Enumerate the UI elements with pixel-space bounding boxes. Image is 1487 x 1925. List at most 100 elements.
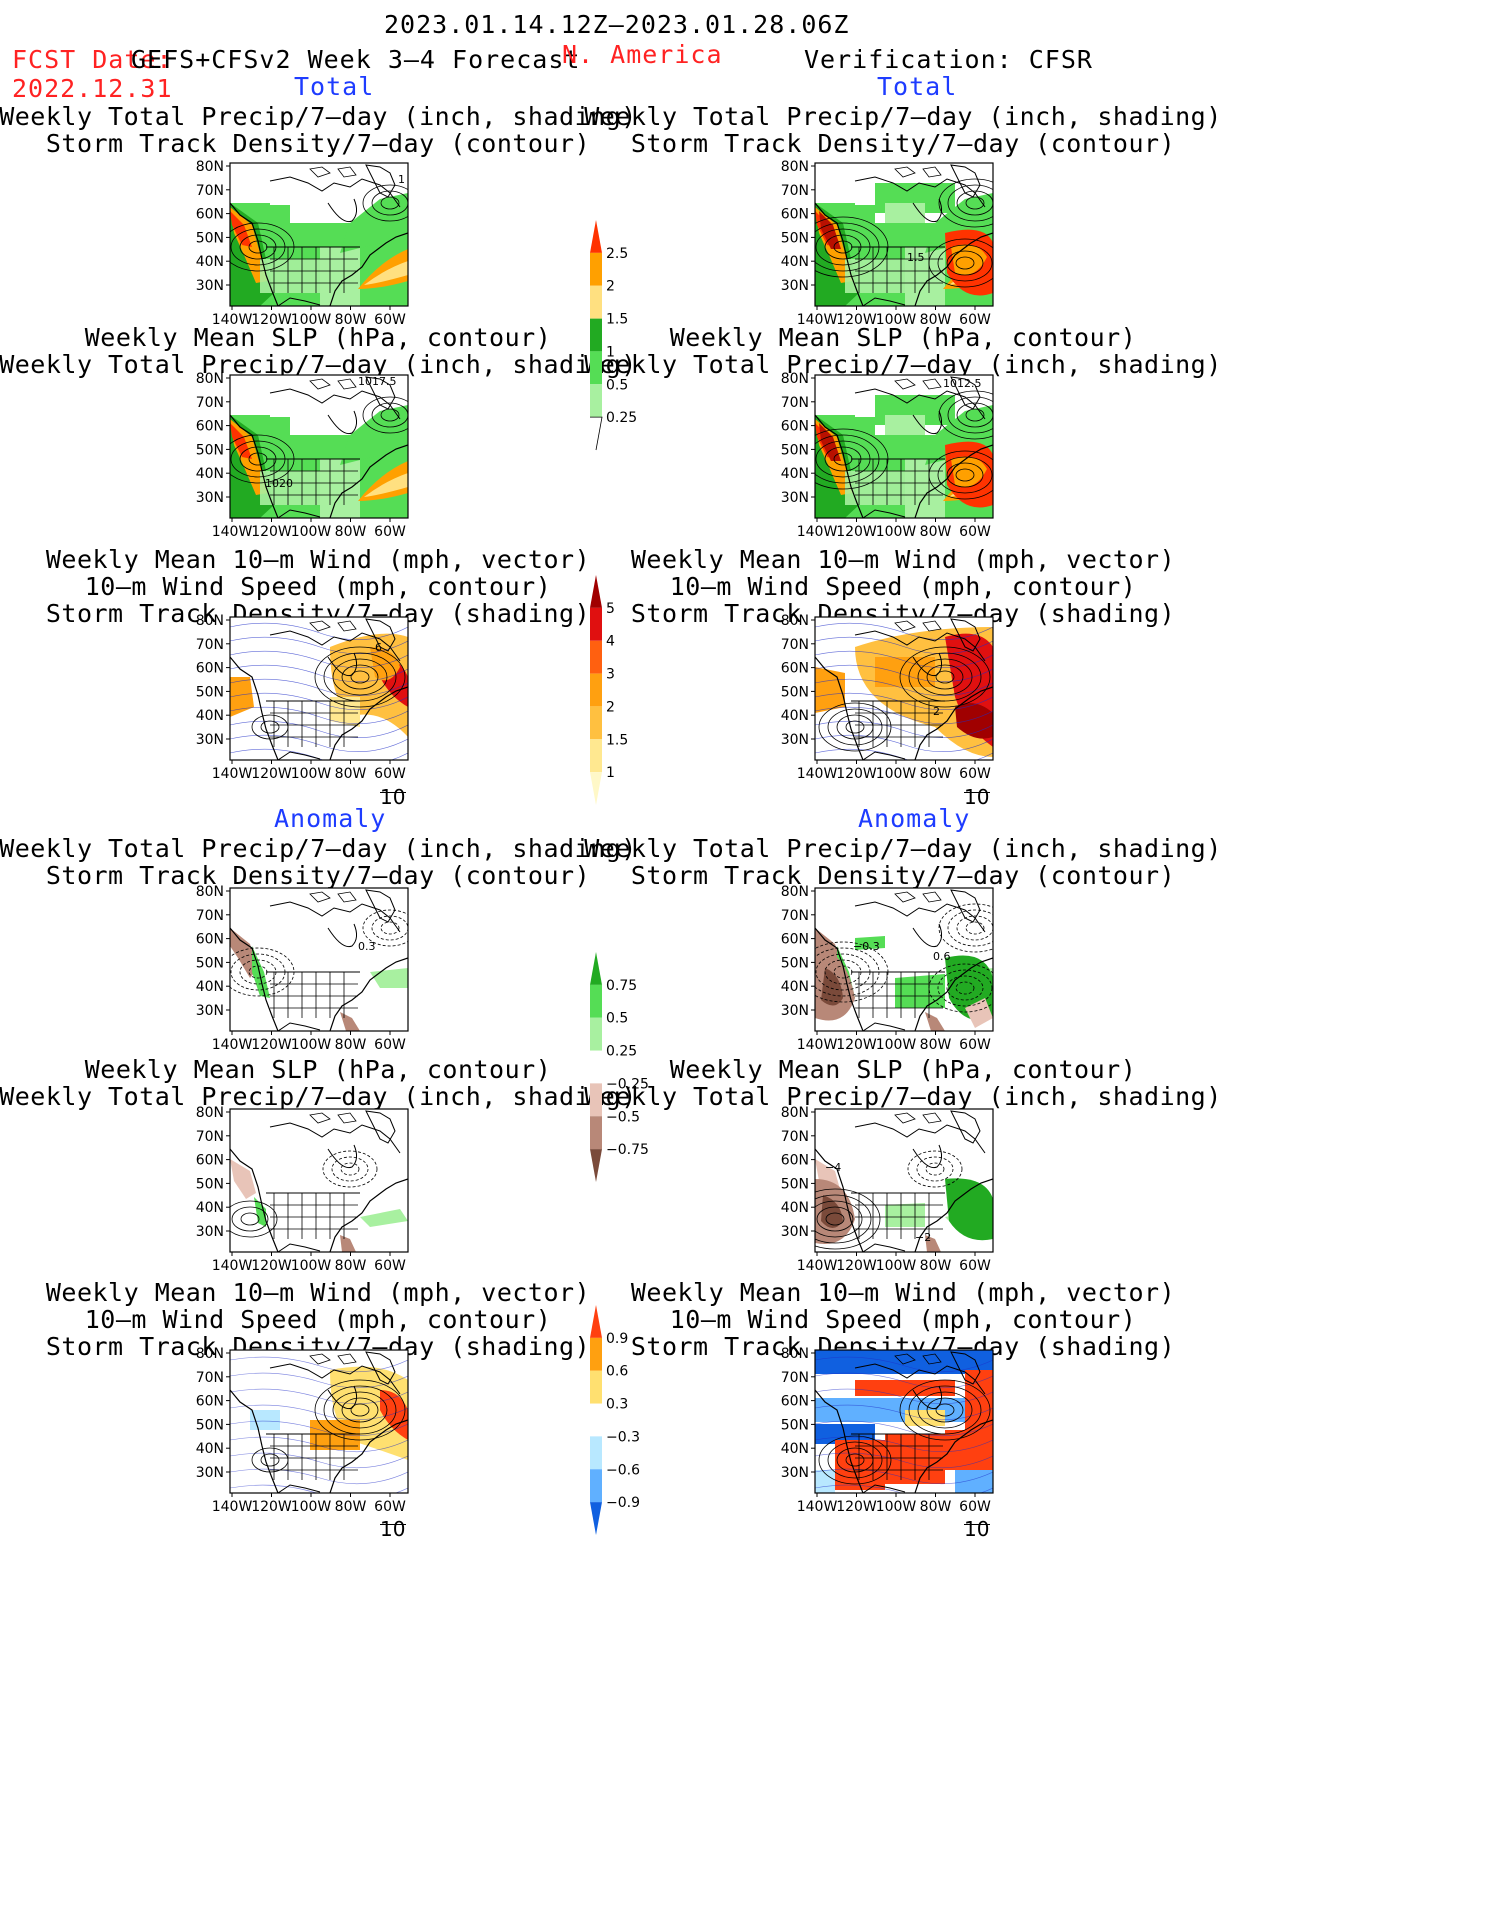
contour-label: 0.3 [358,940,376,953]
lon-label: 120W [251,524,292,540]
ra-wind-title: Weekly Mean 10–m Wind (mph, vector) 10–m … [553,1279,1253,1360]
lon-label: 100W [291,1499,332,1515]
lon-label: 100W [876,1258,917,1274]
lat-label: 30N [196,490,224,506]
lat-label: 80N [781,371,809,387]
colorbar-tick: −0.9 [606,1495,640,1511]
ra-slp-title-line: Weekly Mean SLP (hPa, contour) [669,1055,1137,1084]
lat-label: 30N [781,1003,809,1019]
lon-label: 140W [212,312,253,328]
lat-label: 40N [196,979,224,995]
lat-label: 40N [781,466,809,482]
colorbar-swatch [590,220,602,253]
date-range: 2023.01.14.12Z–2023.01.28.06Z [384,10,850,39]
rt-wind-title-line: Weekly Mean 10–m Wind (mph, vector) [630,545,1176,574]
colorbar-tick: −0.3 [606,1429,640,1445]
lon-label: 140W [212,1037,253,1053]
ra-wind-title-line: Weekly Mean 10–m Wind (mph, vector) [630,1278,1176,1307]
colorbar-swatch [590,673,602,707]
lon-label: 140W [797,1258,838,1274]
lon-label: 140W [797,766,838,782]
la-wind-title: Weekly Mean 10–m Wind (mph, vector) 10–m … [0,1279,668,1360]
lt-slp-title: Weekly Mean SLP (hPa, contour) Weekly Tot… [0,324,668,378]
lat-label: 60N [781,1153,809,1169]
lon-label: 120W [836,1258,877,1274]
colorbar-tick: 1 [606,344,615,360]
lon-label: 60W [959,1499,991,1515]
lat-label: 40N [781,254,809,270]
lat-label: 70N [781,395,809,411]
rt-precip-title-line: Storm Track Density/7–day (contour) [630,129,1176,158]
colorbar-swatch [590,607,602,641]
colorbar-swatch [590,1469,602,1503]
colorbar-swatch [590,1337,602,1371]
lat-label: 30N [781,1224,809,1240]
lon-label: 60W [959,524,991,540]
lat-label: 30N [781,278,809,294]
lon-label: 120W [836,312,877,328]
contour-label: −0.3 [853,940,880,953]
lon-label: 120W [836,1037,877,1053]
lon-label: 100W [876,1037,917,1053]
lat-label: 50N [781,1417,809,1433]
colorbar-tick: 0.5 [606,377,628,393]
lon-label: 120W [251,312,292,328]
lon-label: 80W [920,312,952,328]
rt-wind-title: Weekly Mean 10–m Wind (mph, vector) 10–m … [553,546,1253,627]
lat-label: 70N [196,395,224,411]
la-wind-title-line: 10–m Wind Speed (mph, contour) [84,1305,552,1334]
lon-label: 60W [959,1037,991,1053]
lon-label: 100W [291,766,332,782]
lon-label: 100W [876,1499,917,1515]
lon-label: 120W [836,766,877,782]
lon-label: 140W [797,312,838,328]
lon-label: 80W [335,524,367,540]
lt-slp-title-line: Weekly Total Precip/7–day (inch, shading… [0,350,637,379]
lon-label: 140W [797,1499,838,1515]
la-precip-title: Weekly Total Precip/7–day (inch, shading… [0,835,668,889]
lat-label: 30N [196,278,224,294]
lat-label: 60N [196,207,224,223]
lat-label: 50N [196,684,224,700]
lat-label: 70N [781,1129,809,1145]
lat-label: 80N [781,1346,809,1362]
colorbar-swatch [590,1149,602,1182]
lat-label: 40N [196,254,224,270]
la-wind-title-line: Weekly Mean 10–m Wind (mph, vector) [45,1278,591,1307]
contour-label: −4 [825,1161,841,1174]
contour-label: 1020 [265,477,293,490]
total-left-label: Total [294,72,375,101]
lon-label: 100W [291,1037,332,1053]
lat-label: 50N [196,1417,224,1433]
lon-label: 60W [374,1037,406,1053]
lon-label: 60W [959,1258,991,1274]
colorbar-tick: 0.75 [606,978,637,994]
colorbar-tick: 0.9 [606,1331,628,1347]
colorbar-tick: −0.6 [606,1462,640,1478]
colorbar-swatch [590,318,602,352]
lat-label: 50N [196,442,224,458]
colorbar-tick: −0.5 [606,1109,640,1125]
contour-label: 2 [933,705,940,718]
lt-precip-title-line: Weekly Total Precip/7–day (inch, shading… [0,102,637,131]
colorbar-swatch [590,575,602,608]
lat-label: 30N [196,1465,224,1481]
lat-label: 80N [781,159,809,175]
lon-label: 100W [876,766,917,782]
lat-label: 60N [781,932,809,948]
colorbar-swatch [590,739,602,773]
colorbar-swatch [590,1370,602,1404]
lat-label: 40N [196,1441,224,1457]
colorbar-swatch [590,984,602,1018]
colorbar-swatch [590,1436,602,1470]
lat-label: 80N [196,884,224,900]
colorbar-tick: 0.3 [606,1397,628,1413]
lat-label: 70N [781,183,809,199]
colorbar-swatch [590,1050,602,1084]
lat-label: 70N [196,1129,224,1145]
lat-label: 80N [781,613,809,629]
lat-label: 80N [196,1346,224,1362]
